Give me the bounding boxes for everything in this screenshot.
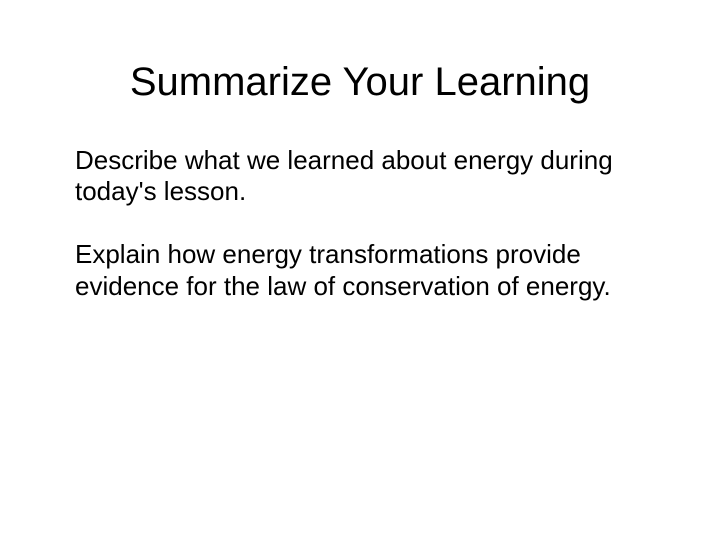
paragraph-1: Describe what we learned about energy du…: [70, 145, 650, 207]
paragraph-2: Explain how energy transformations provi…: [70, 239, 650, 301]
slide-container: Summarize Your Learning Describe what we…: [0, 0, 720, 540]
slide-title: Summarize Your Learning: [70, 60, 650, 105]
